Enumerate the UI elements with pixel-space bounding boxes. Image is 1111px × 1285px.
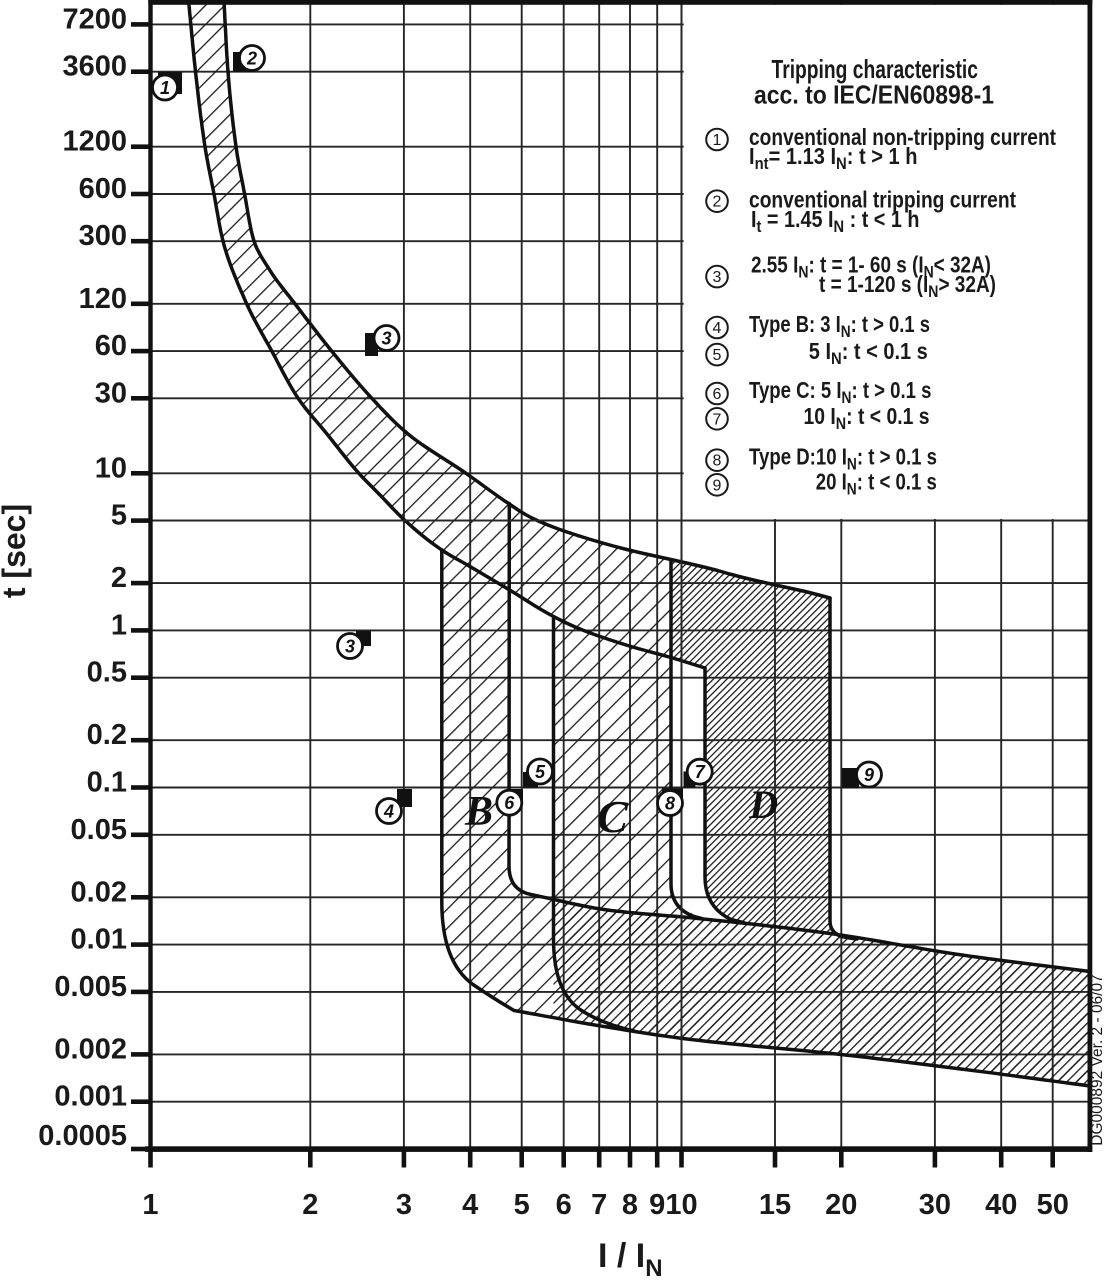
svg-text:7: 7	[591, 1189, 607, 1221]
svg-text:6: 6	[713, 386, 722, 403]
svg-text:20 IN: t < 0.1 s: 20 IN: t < 0.1 s	[816, 469, 937, 499]
svg-text:50: 50	[1037, 1189, 1069, 1221]
svg-text:0.2: 0.2	[87, 719, 127, 751]
svg-text:conventional non-tripping curr: conventional non-tripping current	[749, 124, 1056, 150]
svg-text:t [sec]: t [sec]	[0, 504, 32, 598]
svg-text:D: D	[748, 782, 778, 827]
svg-text:20: 20	[825, 1189, 857, 1221]
svg-text:4: 4	[462, 1189, 478, 1221]
svg-text:1: 1	[713, 132, 722, 149]
svg-text:2: 2	[111, 562, 127, 594]
svg-text:Tripping characteristic: Tripping characteristic	[772, 54, 979, 84]
svg-text:6: 6	[504, 793, 515, 813]
svg-text:7: 7	[695, 762, 706, 782]
svg-text:Int= 1.13 IN: t > 1 h: Int= 1.13 IN: t > 1 h	[749, 143, 918, 173]
svg-text:7: 7	[713, 411, 722, 428]
svg-text:Type C: 5 IN: t > 0.1 s: Type C: 5 IN: t > 0.1 s	[749, 377, 932, 407]
svg-text:8: 8	[713, 453, 722, 470]
svg-text:It = 1.45 IN : t < 1 h: It = 1.45 IN : t < 1 h	[751, 206, 920, 236]
svg-text:4: 4	[713, 320, 722, 337]
svg-text:2: 2	[302, 1189, 318, 1221]
svg-text:0.002: 0.002	[54, 1033, 127, 1065]
svg-text:60: 60	[95, 330, 127, 362]
svg-text:6: 6	[556, 1189, 572, 1221]
svg-text:0.01: 0.01	[71, 924, 127, 956]
svg-text:15: 15	[759, 1189, 791, 1221]
svg-text:1: 1	[142, 1189, 158, 1221]
svg-text:120: 120	[79, 283, 127, 315]
svg-text:3: 3	[396, 1189, 412, 1221]
svg-text:5: 5	[535, 762, 546, 782]
svg-text:5: 5	[713, 347, 722, 364]
svg-text:1: 1	[111, 609, 127, 641]
svg-text:0.1: 0.1	[87, 767, 127, 799]
svg-text:1200: 1200	[62, 126, 127, 158]
svg-text:3: 3	[381, 329, 391, 349]
svg-text:5: 5	[111, 500, 127, 532]
svg-text:10 IN: t < 0.1 s: 10 IN: t < 0.1 s	[804, 403, 930, 433]
svg-text:2: 2	[713, 194, 722, 211]
svg-text:5: 5	[514, 1189, 530, 1221]
svg-text:0.005: 0.005	[54, 971, 127, 1003]
svg-text:300: 300	[79, 220, 127, 252]
svg-text:8: 8	[622, 1189, 638, 1221]
svg-text:C: C	[597, 791, 629, 842]
svg-text:0.02: 0.02	[71, 876, 127, 908]
svg-text:3: 3	[713, 269, 722, 286]
svg-text:2: 2	[246, 49, 257, 69]
svg-text:3: 3	[345, 637, 355, 657]
svg-text:5 IN: t < 0.1 s: 5 IN: t < 0.1 s	[809, 338, 928, 368]
svg-text:600: 600	[79, 173, 127, 205]
svg-text:conventional tripping current: conventional tripping current	[749, 187, 1016, 213]
svg-text:9: 9	[713, 477, 722, 494]
svg-text:acc. to IEC/EN60898-1: acc. to IEC/EN60898-1	[754, 80, 994, 110]
svg-text:1: 1	[160, 78, 170, 98]
svg-text:30: 30	[919, 1189, 951, 1221]
svg-text:30: 30	[95, 377, 127, 409]
svg-text:0.05: 0.05	[71, 814, 127, 846]
svg-text:DG000892 Ver. 2 - 06/07: DG000892 Ver. 2 - 06/07	[1089, 974, 1106, 1145]
svg-text:Type B: 3 IN: t > 0.1 s: Type B: 3 IN: t > 0.1 s	[749, 311, 930, 341]
svg-text:Type D:10 IN: t > 0.1 s: Type D:10 IN: t > 0.1 s	[749, 443, 937, 473]
svg-text:3600: 3600	[62, 51, 127, 83]
svg-text:0.0005: 0.0005	[38, 1120, 127, 1152]
svg-text:t = 1-120 s (IN> 32A): t = 1-120 s (IN> 32A)	[819, 271, 996, 301]
svg-text:4: 4	[383, 802, 394, 822]
svg-text:2.55 IN: t = 1- 60 s (IN< 32A): 2.55 IN: t = 1- 60 s (IN< 32A)	[751, 251, 991, 281]
svg-text:B: B	[464, 789, 493, 835]
svg-text:7200: 7200	[62, 3, 127, 35]
svg-text:10: 10	[665, 1189, 697, 1221]
svg-text:40: 40	[985, 1189, 1017, 1221]
svg-text:0.5: 0.5	[87, 657, 127, 689]
svg-text:9: 9	[864, 765, 874, 785]
svg-text:10: 10	[95, 452, 127, 484]
svg-text:9: 9	[649, 1189, 665, 1221]
svg-text:0.001: 0.001	[54, 1081, 127, 1113]
svg-text:8: 8	[665, 794, 675, 814]
